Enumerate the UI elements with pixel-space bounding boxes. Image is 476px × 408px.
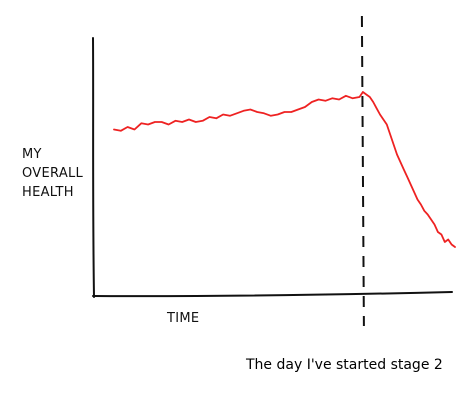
event-annotation-label: The day I've started stage 2: [246, 357, 443, 373]
event-marker-line: [360, 15, 365, 327]
series-line-0: [113, 91, 456, 248]
y-axis: [92, 37, 95, 298]
y-axis-label-line-2: OVERALL: [22, 166, 84, 181]
x-axis: [92, 291, 453, 298]
y-axis-label-line-1: MY: [22, 147, 42, 162]
series-layer: [113, 91, 456, 248]
y-axis-label-line-3: HEALTH: [22, 185, 74, 200]
x-axis-label: TIME: [166, 311, 199, 326]
